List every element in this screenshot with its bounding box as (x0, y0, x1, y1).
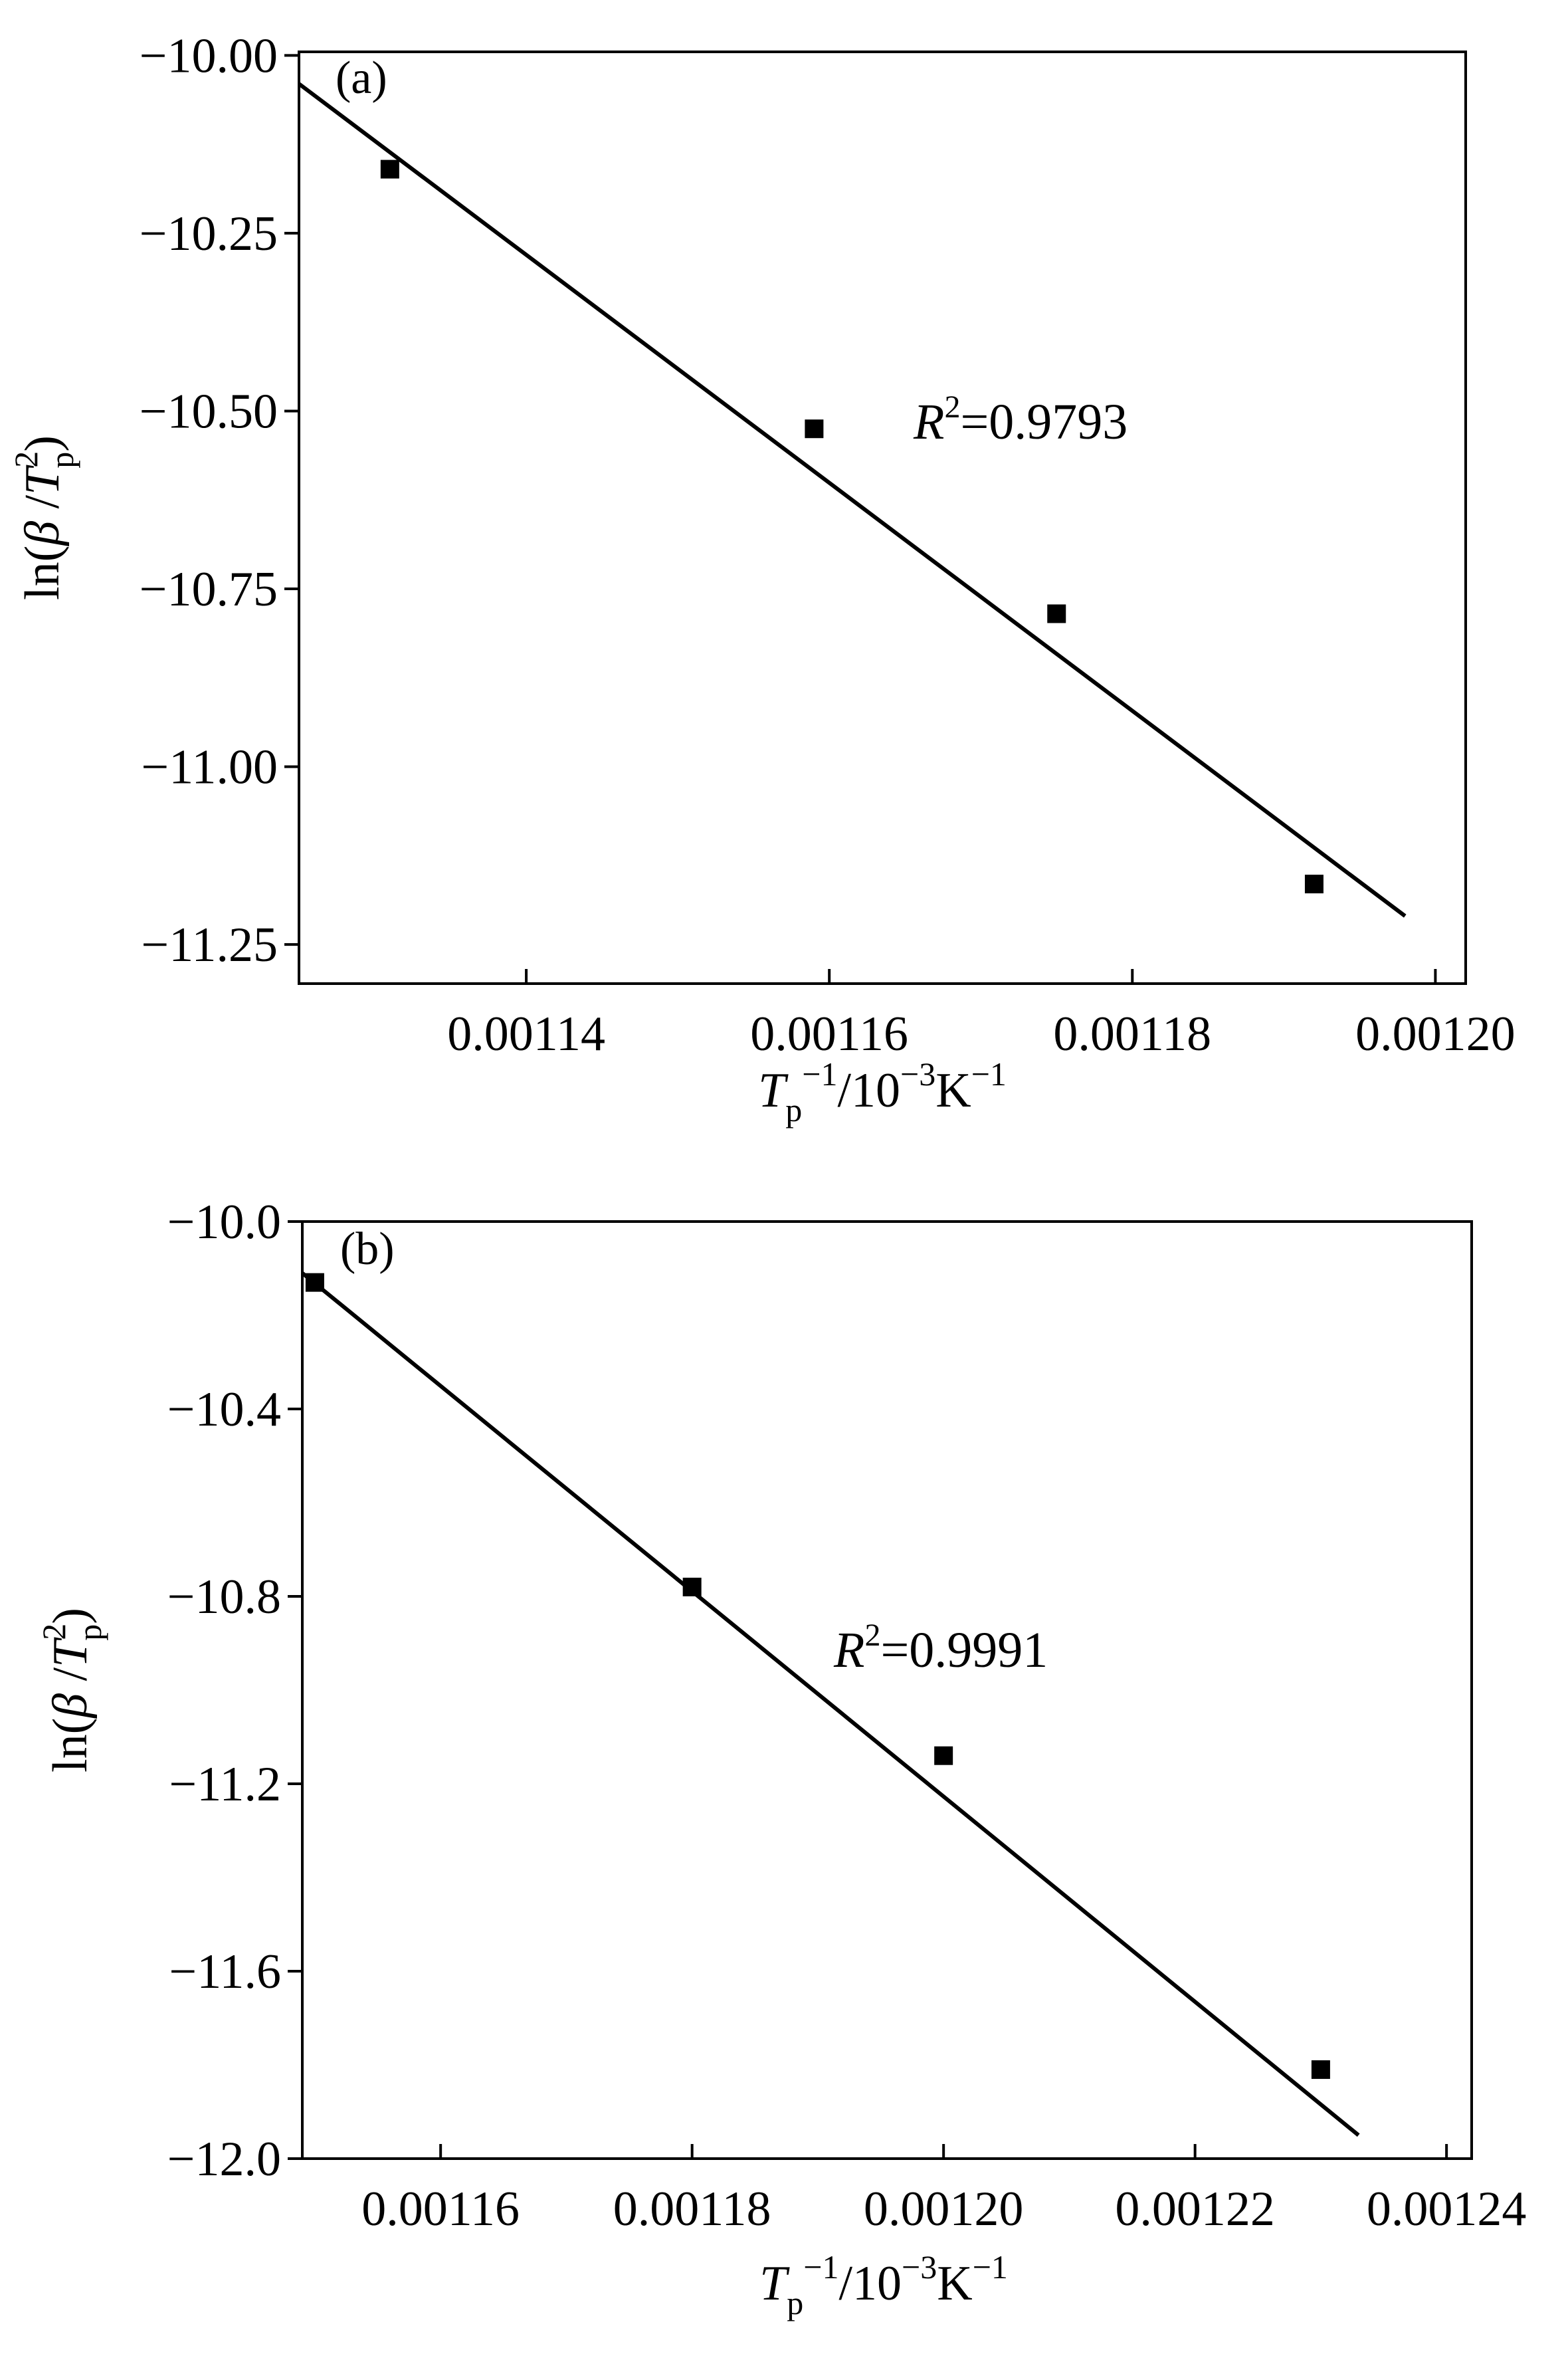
data-points-a (380, 160, 1323, 894)
data-point-a-3 (1304, 875, 1323, 894)
x-axis-label-b: Tp−1/10−3K−1 (759, 2248, 1008, 2321)
x-tick-label-b-0: 0.00116 (361, 2182, 520, 2236)
r-squared-annotation-a: R2=0.9793 (913, 389, 1127, 450)
data-points-b (305, 1273, 1330, 2080)
chart-panel-b: (b) −10.0 −10.4 −10.8 −11.2 −11.6 −12.0 0.001… (35, 1195, 1526, 2321)
x-ticks-b: 0.00116 0.00118 0.00120 0.00122 0.00124 (361, 2144, 1526, 2236)
x-tick-label-b-4: 0.00124 (1367, 2182, 1527, 2236)
x-tick-label-b-3: 0.00122 (1115, 2182, 1275, 2236)
chart-panel-a: (a) −10.00 −10.25 −10.50 −10.75 −11.00 −11.25… (7, 29, 1516, 1128)
data-point-b-1 (682, 1577, 702, 1596)
y-axis-label-a: ln(β /T2p) (7, 435, 80, 600)
data-point-b-2 (934, 1746, 953, 1765)
data-point-a-2 (1047, 604, 1066, 623)
x-tick-label-b-1: 0.00118 (613, 2182, 771, 2236)
data-point-b-0 (305, 1273, 324, 1292)
y-ticks-b: −10.0 −10.4 −10.8 −11.2 −11.6 −12.0 (167, 1195, 302, 2187)
data-point-b-3 (1311, 2060, 1330, 2080)
y-tick-label-b-3: −11.2 (169, 1757, 282, 1812)
y-ticks-a: −10.00 −10.25 −10.50 −10.75 −11.00 −11.25 (140, 29, 299, 972)
x-axis-label-a: Tp−1/10−3K−1 (758, 1055, 1007, 1128)
fit-line-b (301, 1271, 1360, 2137)
y-tick-label-a-2: −10.50 (140, 384, 278, 439)
x-tick-label-a-3: 0.00120 (1355, 1007, 1516, 1061)
y-tick-label-a-3: −10.75 (140, 562, 278, 617)
y-tick-label-a-5: −11.25 (142, 918, 278, 972)
fit-line-a (298, 82, 1407, 918)
y-tick-label-b-1: −10.4 (167, 1382, 281, 1437)
panel-label-a: (a) (336, 53, 387, 104)
panel-label-b: (b) (340, 1224, 395, 1275)
r-squared-annotation-b: R2=0.9991 (833, 1618, 1048, 1678)
plot-frame-a (298, 51, 1467, 985)
data-point-a-0 (380, 160, 399, 179)
y-tick-label-a-4: −11.00 (142, 740, 278, 795)
x-ticks-a: 0.00114 0.00116 0.00118 0.00120 (447, 969, 1516, 1061)
y-tick-label-a-0: −10.00 (140, 29, 278, 83)
data-point-a-1 (805, 419, 824, 439)
y-axis-label-b: ln(β /T2p) (35, 1608, 108, 1772)
y-tick-label-a-1: −10.25 (140, 207, 278, 261)
y-tick-label-b-4: −11.6 (169, 1945, 282, 1999)
x-tick-label-a-2: 0.00118 (1053, 1007, 1211, 1061)
plot-frame-b (301, 1220, 1473, 2160)
x-tick-label-b-2: 0.00120 (864, 2182, 1024, 2236)
y-tick-label-b-2: −10.8 (167, 1570, 281, 1624)
y-tick-label-b-5: −12.0 (167, 2132, 281, 2187)
x-tick-label-a-1: 0.00116 (750, 1007, 908, 1061)
x-tick-label-a-0: 0.00114 (447, 1007, 605, 1061)
y-tick-label-b-0: −10.0 (167, 1195, 281, 1249)
